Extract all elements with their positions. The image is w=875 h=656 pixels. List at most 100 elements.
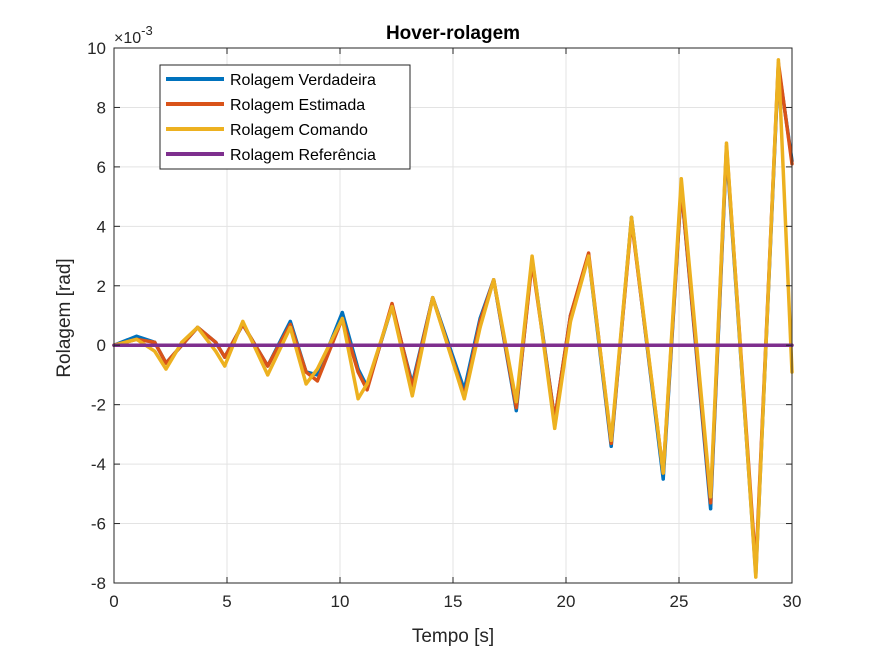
series-point xyxy=(356,397,360,401)
series-point xyxy=(356,370,360,374)
series-point xyxy=(514,343,518,347)
series-point xyxy=(223,364,227,368)
series-point xyxy=(629,215,634,220)
y-multiplier-exponent: -3 xyxy=(141,23,153,38)
series-point xyxy=(568,343,573,347)
y-tick-label: -2 xyxy=(91,396,106,415)
series-point xyxy=(241,319,245,324)
series-point xyxy=(514,406,518,410)
series-point xyxy=(180,340,184,344)
series-point xyxy=(390,302,394,306)
series-point xyxy=(661,343,665,347)
y-multiplier-base: ×10 xyxy=(114,30,141,47)
series-point xyxy=(754,575,758,579)
series-point xyxy=(478,325,482,329)
x-tick-label: 0 xyxy=(109,592,118,611)
series-point xyxy=(724,141,729,145)
series-point xyxy=(754,343,758,347)
series-point xyxy=(462,343,466,347)
y-tick-label: 2 xyxy=(97,277,106,296)
y-axis-ticks: -8 -6 -4 -2 0 2 4 6 8 10 xyxy=(87,39,792,593)
series-point xyxy=(135,334,139,338)
legend-box xyxy=(159,64,411,170)
series-point xyxy=(288,322,292,327)
series-point xyxy=(390,343,394,347)
series-point xyxy=(568,319,573,324)
series-point xyxy=(356,343,360,347)
series-point xyxy=(587,343,591,347)
y-tick-label: 8 xyxy=(97,98,106,117)
series-point xyxy=(431,343,435,347)
series-point xyxy=(679,343,683,347)
series-point xyxy=(462,397,466,401)
series-point xyxy=(164,343,168,347)
legend-entry: Rolagem Estimada xyxy=(230,97,365,114)
y-tick-label: -6 xyxy=(91,515,106,534)
legend-entry: Rolagem Referência xyxy=(230,147,376,164)
series-point xyxy=(214,343,218,347)
series-point xyxy=(514,409,518,413)
series-point xyxy=(196,343,200,347)
series-point xyxy=(365,382,369,386)
series-point xyxy=(241,343,245,347)
series-point xyxy=(724,343,729,347)
legend: Rolagem Verdadeira Rolagem Estimada Rolage… xyxy=(159,64,411,170)
x-tick-label: 5 xyxy=(222,592,231,611)
series-point xyxy=(365,343,369,347)
series-point xyxy=(390,304,394,309)
series-point xyxy=(288,325,292,329)
series-point xyxy=(410,394,414,398)
series-point xyxy=(609,343,613,347)
series-point xyxy=(288,319,292,324)
x-tick-label: 30 xyxy=(783,592,802,611)
series-point xyxy=(587,251,591,255)
series-point xyxy=(304,382,308,386)
series-point xyxy=(315,343,319,347)
series-point xyxy=(609,441,613,445)
y-axis-label: Rolagem [rad] xyxy=(54,258,75,377)
series-point xyxy=(214,349,218,353)
series-point xyxy=(553,343,557,347)
series-layer xyxy=(112,58,794,579)
series-point xyxy=(288,343,292,347)
series-point xyxy=(661,477,665,481)
series-point xyxy=(223,343,227,347)
y-tick-label: -4 xyxy=(91,455,106,474)
x-axis-label: Tempo [s] xyxy=(412,626,494,647)
series-point xyxy=(492,343,496,347)
series-point xyxy=(553,426,557,431)
series-point xyxy=(266,343,270,347)
series-point xyxy=(266,364,270,368)
series-point xyxy=(340,343,344,347)
y-tick-label: 10 xyxy=(87,39,106,58)
series-point xyxy=(709,507,713,511)
series-point xyxy=(530,254,534,258)
x-tick-label: 20 xyxy=(557,592,576,611)
series-point xyxy=(609,438,613,442)
y-tick-label: 6 xyxy=(97,158,106,177)
series-point xyxy=(153,343,157,347)
series-point xyxy=(315,367,319,371)
series-point xyxy=(304,343,308,347)
series-point xyxy=(776,343,781,347)
series-point xyxy=(153,340,157,344)
series-point xyxy=(661,471,665,475)
series-point xyxy=(180,343,184,347)
series-point xyxy=(340,310,344,315)
series-point xyxy=(514,400,518,404)
series-point xyxy=(304,370,308,374)
y-tick-label: 4 xyxy=(97,217,106,236)
y-tick-label: 0 xyxy=(97,336,106,355)
series-point xyxy=(365,388,369,392)
series-point xyxy=(315,379,319,383)
series-point xyxy=(410,343,414,347)
x-tick-label: 25 xyxy=(670,592,689,611)
series-point xyxy=(164,361,168,365)
y-multiplier: ×10-3 xyxy=(114,23,153,47)
series-point xyxy=(492,278,496,282)
series-point xyxy=(196,325,200,329)
series-point xyxy=(153,349,157,353)
series-point xyxy=(709,495,713,499)
x-tick-label: 10 xyxy=(331,592,350,611)
